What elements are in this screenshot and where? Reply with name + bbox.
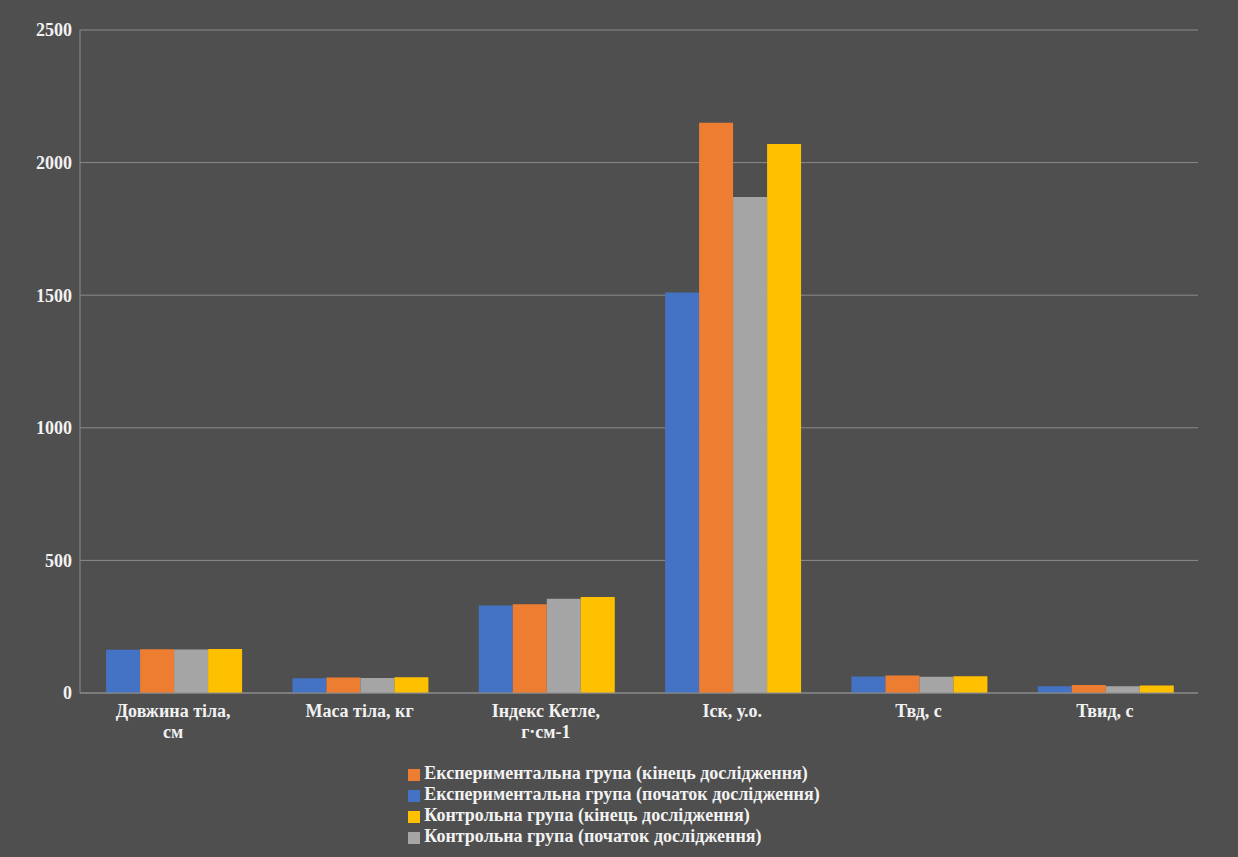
svg-text:Твид, с: Твид, с <box>1076 701 1133 721</box>
html-text:Контрольна група (початок досл: Контрольна група (початок дослідження) <box>424 826 762 846</box>
svg-text:Довжина тіла,см: Довжина тіла,см <box>116 701 231 742</box>
svg-text:2000: 2000 <box>36 153 72 173</box>
html-text:Контрольна група (кінець дослі: Контрольна група (кінець дослідження) <box>424 805 750 825</box>
svg-text:Твд, с: Твд, с <box>895 701 941 721</box>
svg-text:1000: 1000 <box>36 418 72 438</box>
svg-text:500: 500 <box>45 551 72 571</box>
svg-text:Індекс Кетле,г·см-1: Індекс Кетле,г·см-1 <box>492 701 600 742</box>
html-text:Експериментальна група (кінець: Експериментальна група (кінець досліджен… <box>424 763 808 783</box>
svg-text:Іск, у.о.: Іск, у.о. <box>702 701 762 721</box>
svg-text:1500: 1500 <box>36 286 72 306</box>
html-text:Експериментальна група (почато: Експериментальна група (початок дослідже… <box>424 784 820 804</box>
svg-text:Маса тіла, кг: Маса тіла, кг <box>305 701 413 721</box>
svg-text:2500: 2500 <box>36 20 72 40</box>
svg-text:0: 0 <box>63 683 72 703</box>
